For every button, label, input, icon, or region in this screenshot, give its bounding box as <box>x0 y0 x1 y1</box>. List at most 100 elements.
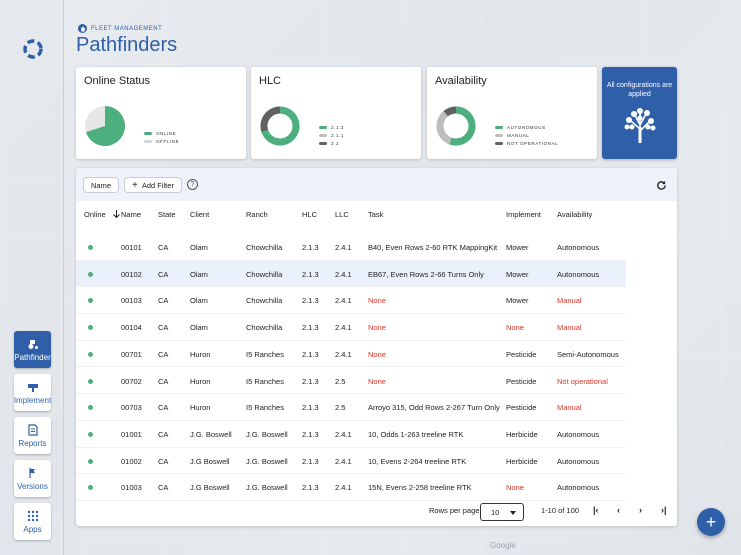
cell-ranch: I5 Ranches <box>246 349 284 359</box>
cell-llc: 2.4.1 <box>335 296 352 306</box>
nav-pathfinder[interactable]: Pathfinder <box>14 331 51 368</box>
table-row[interactable]: 01003 CA J.G Boswell J.G. Boswell 2.1.3 2.4.1… <box>76 474 626 501</box>
table-header: Online Name State Client Ranch HLC LLC T… <box>76 210 677 228</box>
pagination: Rows per page 10 1-10 of 100 |‹ ‹ › ›| <box>76 503 677 524</box>
map-attribution: Google <box>490 541 516 550</box>
first-page-icon[interactable]: |‹ <box>593 505 599 515</box>
cell-hlc: 2.1.3 <box>302 243 319 252</box>
card-title: Availability <box>435 75 487 87</box>
page-title: Pathfinders <box>76 34 178 56</box>
rows-per-page-select[interactable]: 10 <box>480 503 524 521</box>
cell-task: B40, Even Rows 2-60 RTK MappingKit <box>368 243 498 252</box>
online-status-dot <box>88 298 93 304</box>
table-row[interactable]: 00101 CA Olam Chowchilla 2.1.3 2.4.1 B40, Even… <box>76 234 626 261</box>
legend-label: 2.2 <box>331 140 340 146</box>
cell-implement: Herbicide <box>506 456 538 466</box>
nav-apps[interactable]: Apps <box>14 503 51 540</box>
table-row[interactable]: 00703 CA Huron I5 Ranches 2.1.3 2.5 Arroyo 315… <box>76 394 626 421</box>
legend-item: NOT OPERATIONAL <box>495 139 558 147</box>
column-header-implement[interactable]: Implement <box>506 210 542 219</box>
column-header-ranch[interactable]: Ranch <box>246 210 268 219</box>
column-header-name[interactable]: Name <box>121 210 142 219</box>
table-row[interactable]: 00104 CA Olam Chowchilla 2.1.3 2.4.1 None None M… <box>76 314 626 341</box>
add-pathfinder-button[interactable]: + <box>697 508 725 536</box>
cell-availability: Manual <box>557 323 582 333</box>
table-row[interactable]: 00103 CA Olam Chowchilla 2.1.3 2.4.1 None Mower… <box>76 287 626 315</box>
table-row[interactable]: 01002 CA J.G Boswell J.G. Boswell 2.1.3 2.4.1… <box>76 448 626 475</box>
rows-per-page-value: 10 <box>491 508 500 517</box>
cell-llc: 2.4.1 <box>335 349 352 359</box>
cell-availability: Manual <box>557 296 582 306</box>
page-range: 1-10 of 100 <box>541 506 579 515</box>
cell-availability: Autonomous <box>557 483 600 493</box>
next-page-icon[interactable]: › <box>639 505 642 515</box>
column-header-client[interactable]: Client <box>190 210 210 219</box>
cell-client: J.G. Boswell <box>190 429 232 439</box>
cell-implement: Mower <box>506 243 529 252</box>
plus-icon: + <box>132 179 138 191</box>
cell-state: CA <box>158 296 169 306</box>
cell-client: Huron <box>190 349 211 359</box>
column-header-availability[interactable]: Availability <box>557 210 593 219</box>
legend-item: 2.2 <box>319 139 344 147</box>
help-icon[interactable]: ? <box>187 179 198 190</box>
cell-task: None <box>368 296 386 306</box>
online-status-dot <box>88 405 93 411</box>
table-row[interactable]: 00102 CA Olam Chowchilla 2.1.3 2.4.1 EB67, Eve… <box>76 260 626 288</box>
cell-llc: 2.5 <box>335 403 346 413</box>
cell-ranch: Chowchilla <box>246 243 283 252</box>
cell-hlc: 2.1.3 <box>302 483 319 493</box>
column-header-state[interactable]: State <box>158 210 176 219</box>
cell-name: 00702 <box>121 376 142 386</box>
cell-task: 10, Evens 2-264 treeline RTK <box>368 456 467 466</box>
table-row[interactable]: 00702 CA Huron I5 Ranches 2.1.3 2.5 None Pestic… <box>76 368 626 395</box>
column-header-online[interactable]: Online <box>84 210 106 219</box>
table-row[interactable]: 00701 CA Huron I5 Ranches 2.1.3 2.4.1 None Pest… <box>76 341 626 368</box>
nav-implement[interactable]: Implement <box>14 374 51 411</box>
cell-state: CA <box>158 269 169 279</box>
nav-versions[interactable]: Versions <box>14 460 51 497</box>
cell-llc: 2.4.1 <box>335 429 352 439</box>
table-row[interactable]: 01001 CA J.G. Boswell J.G. Boswell 2.1.3 2.4.… <box>76 421 626 448</box>
legend-label: OFFLINE <box>156 138 180 144</box>
cell-name: 00103 <box>121 296 142 306</box>
cell-task: None <box>368 376 386 386</box>
cell-client: Olam <box>190 323 208 333</box>
cell-llc: 2.4.1 <box>335 456 352 466</box>
column-header-hlc[interactable]: HLC <box>302 210 318 219</box>
cell-llc: 2.4.1 <box>335 323 352 333</box>
cell-client: J.G Boswell <box>190 483 230 493</box>
nav-label: Pathfinder <box>14 352 51 362</box>
nav-reports[interactable]: Reports <box>14 417 51 454</box>
cell-client: Huron <box>190 376 211 386</box>
cell-ranch: Chowchilla <box>246 323 283 333</box>
breadcrumb[interactable]: FLEET MANAGEMENT <box>78 24 162 33</box>
cell-hlc: 2.1.3 <box>302 296 319 306</box>
add-filter-button[interactable]: + Add Filter <box>124 177 182 193</box>
cell-llc: 2.4.1 <box>335 269 352 279</box>
column-header-task[interactable]: Task <box>368 210 384 219</box>
sort-arrow-icon[interactable] <box>113 210 120 220</box>
name-filter-chip[interactable]: Name <box>83 177 120 193</box>
cell-implement: Mower <box>506 269 529 279</box>
prev-page-icon[interactable]: ‹ <box>617 505 620 515</box>
cell-availability: Manual <box>557 403 582 413</box>
legend-label: AUTONOMOUS <box>507 124 546 130</box>
legend-label: NOT OPERATIONAL <box>507 140 559 146</box>
legend-swatch <box>319 125 327 129</box>
last-page-icon[interactable]: ›| <box>661 505 667 515</box>
column-header-llc[interactable]: LLC <box>335 210 349 219</box>
tractor-icon <box>28 339 38 349</box>
refresh-icon[interactable] <box>656 180 667 191</box>
slice-autonomous <box>449 106 476 146</box>
slice-not-operational <box>443 106 457 117</box>
cell-llc: 2.4.1 <box>335 243 352 252</box>
configurations-card[interactable]: All configurations are applied <box>602 67 677 159</box>
cell-name: 00703 <box>121 403 142 413</box>
cell-ranch: J.G. Boswell <box>246 429 288 439</box>
flag-icon <box>28 467 35 478</box>
cell-ranch: I5 Ranches <box>246 376 284 386</box>
cell-availability: Autonomous <box>557 269 600 279</box>
cell-state: CA <box>158 403 169 413</box>
cell-llc: 2.4.1 <box>335 483 352 493</box>
